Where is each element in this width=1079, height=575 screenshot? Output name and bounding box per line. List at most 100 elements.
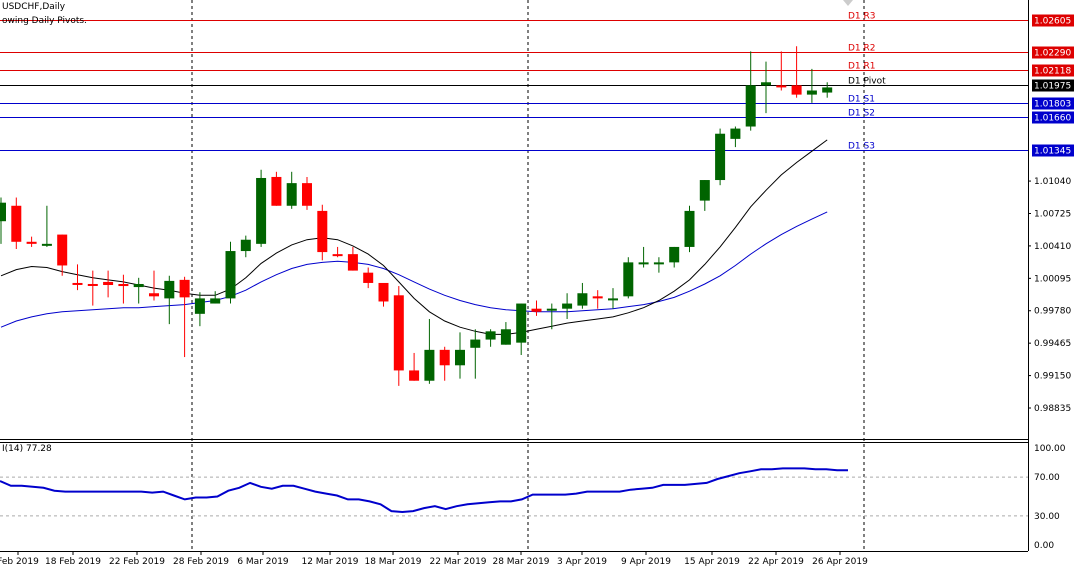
- time-tick-label: 22 Apr 2019: [748, 557, 804, 567]
- candle: [271, 171, 282, 206]
- candle: [240, 235, 251, 258]
- candle-body: [684, 210, 695, 247]
- pivot-price-text: 1.01345: [1034, 147, 1071, 157]
- price-tick-label: 1.00725: [1034, 209, 1071, 219]
- candle-body: [592, 296, 603, 299]
- candle: [684, 205, 695, 253]
- candle: [57, 234, 68, 276]
- candle-body: [653, 262, 664, 265]
- candle-body: [546, 308, 557, 311]
- candle: [791, 46, 802, 98]
- candle-body: [149, 293, 159, 297]
- pivot-price-text: 1.02118: [1034, 67, 1071, 77]
- pivot-label: D1 S2: [848, 109, 875, 119]
- ma-fast-line: [0, 139, 828, 335]
- candle: [699, 180, 710, 211]
- pivot-label: D1 R2: [848, 44, 876, 54]
- candle: [776, 51, 787, 91]
- candle-body: [11, 205, 22, 242]
- candle: [149, 270, 159, 301]
- candle: [455, 332, 465, 379]
- shift-marker-icon[interactable]: [843, 0, 853, 6]
- price-tick-label: 1.00410: [1034, 242, 1071, 252]
- candle-body: [822, 87, 833, 93]
- candle-body: [363, 272, 374, 283]
- candle: [424, 318, 435, 384]
- pivot-label: D1 R3: [848, 12, 876, 22]
- candle-body: [87, 283, 98, 286]
- candle-body: [210, 298, 221, 304]
- candle-body: [669, 246, 680, 263]
- pivot-price-box: [1032, 111, 1074, 124]
- candle-body: [745, 85, 756, 127]
- candle: [133, 277, 144, 304]
- candle-body: [317, 210, 328, 253]
- candle: [164, 275, 175, 325]
- candle: [761, 61, 771, 114]
- pivot-price-box: [1032, 46, 1074, 59]
- candle-body: [194, 298, 205, 314]
- candle: [72, 264, 83, 291]
- time-tick-label: 6 Mar 2019: [237, 557, 289, 567]
- candle: [577, 282, 588, 309]
- candle: [118, 274, 129, 304]
- candle: [41, 205, 52, 247]
- session-separators: [191, 0, 865, 551]
- candle: [0, 197, 6, 244]
- price-tick-label: 0.99780: [1034, 307, 1071, 317]
- candle: [730, 126, 741, 148]
- rsi-label: I(14) 77.28: [2, 444, 52, 454]
- candle-body: [470, 339, 481, 348]
- time-tick-label: 12 Mar 2019: [301, 557, 358, 567]
- candle-body: [271, 176, 282, 206]
- candle-body: [302, 183, 312, 206]
- candle: [439, 346, 450, 381]
- time-tick-label: 18 Feb 2019: [45, 557, 101, 567]
- candle: [409, 352, 420, 381]
- pivot-price-box: [1032, 79, 1074, 92]
- pivot-label: D1 S3: [848, 142, 875, 152]
- candle-body: [225, 251, 236, 299]
- candle: [745, 51, 756, 131]
- candle: [516, 303, 527, 355]
- time-tick-label: 15 Apr 2019: [684, 557, 740, 567]
- pivot-price-box: [1032, 64, 1074, 77]
- rsi-panel: 100.00 70.00 30.00 0.00: [0, 439, 1066, 551]
- candle-body: [409, 370, 420, 381]
- candle: [317, 204, 328, 261]
- candle: [485, 329, 496, 347]
- candle: [363, 267, 374, 289]
- candle: [531, 300, 542, 316]
- rsi-line: [0, 467, 848, 514]
- price-tick-label: 0.98835: [1034, 404, 1071, 414]
- pivot-label: D1 Pivot: [848, 77, 886, 87]
- candle: [669, 246, 680, 268]
- time-tick-label: 28 Feb 2019: [173, 557, 229, 567]
- candle-body: [455, 349, 465, 366]
- candle: [806, 68, 817, 103]
- candle-body: [347, 254, 358, 271]
- candle: [500, 322, 511, 345]
- moving-averages: [0, 139, 828, 335]
- candle-body: [761, 82, 771, 86]
- candle: [26, 236, 37, 247]
- candle-body: [41, 243, 52, 246]
- rsi-axis-label: 30.00: [1034, 512, 1060, 522]
- pivot-price-text: 1.02605: [1034, 17, 1071, 27]
- candle-body: [623, 262, 634, 297]
- candle: [286, 171, 297, 209]
- price-tick-label: 0.99465: [1034, 339, 1071, 349]
- candle-body: [806, 90, 817, 95]
- pivot-price-box: [1032, 144, 1074, 157]
- candles: [0, 46, 833, 386]
- time-tick-label: 9 Apr 2019: [621, 557, 671, 567]
- candle: [470, 329, 481, 379]
- candle: [822, 82, 833, 98]
- chart-frame: [0, 0, 1029, 552]
- candle: [378, 282, 389, 307]
- candle: [653, 257, 664, 273]
- candle: [194, 292, 205, 327]
- candle-body: [256, 177, 267, 244]
